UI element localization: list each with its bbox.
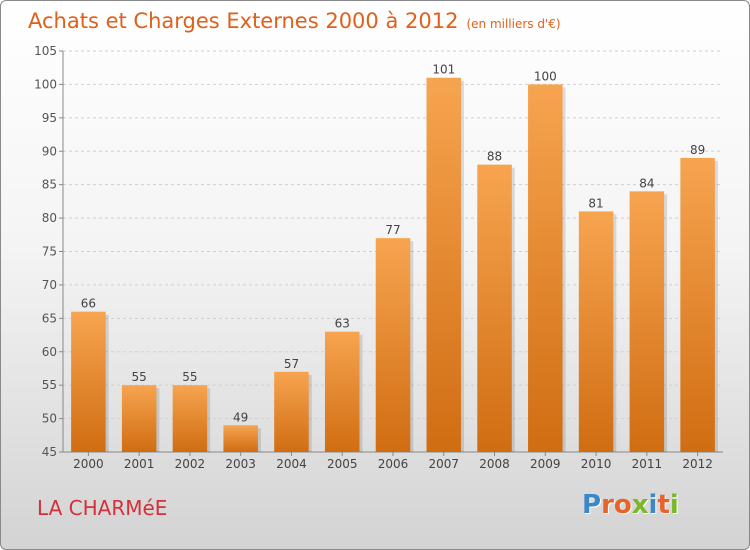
data-label: 57 bbox=[284, 357, 299, 371]
y-tick-label: 105 bbox=[34, 44, 57, 58]
bar-2000 bbox=[71, 311, 106, 452]
bar-2001 bbox=[121, 385, 157, 452]
y-tick-label: 80 bbox=[42, 211, 57, 225]
logo-letter: r bbox=[601, 490, 614, 520]
proxiti-logo[interactable]: Proxiti bbox=[582, 490, 679, 520]
x-tick-label: 2006 bbox=[378, 457, 409, 471]
x-tick-label: 2007 bbox=[428, 457, 459, 471]
logo-letter: i bbox=[648, 490, 658, 520]
y-tick-label: 45 bbox=[42, 445, 57, 459]
data-label: 81 bbox=[588, 196, 603, 210]
y-tick-label: 100 bbox=[34, 77, 57, 91]
y-tick-label: 55 bbox=[42, 378, 57, 392]
logo-letter: i bbox=[669, 490, 679, 520]
bar-2008 bbox=[477, 164, 512, 452]
x-tick-label: 2003 bbox=[225, 457, 256, 471]
y-tick-label: 50 bbox=[42, 412, 57, 426]
data-label: 100 bbox=[534, 69, 557, 83]
bar-2007 bbox=[426, 77, 462, 452]
x-tick-label: 2001 bbox=[124, 457, 155, 471]
bar-2010 bbox=[578, 211, 614, 452]
logo-letter: P bbox=[582, 490, 602, 520]
y-tick-label: 95 bbox=[42, 111, 57, 125]
bar-2002 bbox=[172, 385, 208, 452]
bar-2006 bbox=[375, 238, 411, 452]
bar-2011 bbox=[629, 191, 665, 452]
data-label: 55 bbox=[182, 370, 197, 384]
data-label: 55 bbox=[132, 370, 147, 384]
chart-title: Achats et Charges Externes 2000 à 2012 (e… bbox=[28, 9, 561, 33]
x-tick-label: 2009 bbox=[530, 457, 561, 471]
y-tick-label: 75 bbox=[42, 245, 57, 259]
logo-letter: t bbox=[657, 490, 670, 520]
bar-2004 bbox=[274, 371, 309, 452]
commune-name: LA CHARMéE bbox=[37, 496, 168, 520]
logo-letter: o bbox=[613, 490, 632, 520]
x-tick-label: 2010 bbox=[581, 457, 612, 471]
x-tick-label: 2008 bbox=[479, 457, 510, 471]
x-tick-label: 2002 bbox=[175, 457, 206, 471]
x-tick-label: 2011 bbox=[632, 457, 663, 471]
chart-unit: (en milliers d'€) bbox=[466, 17, 561, 31]
data-label: 63 bbox=[335, 317, 350, 331]
data-label: 66 bbox=[81, 297, 96, 311]
data-label: 84 bbox=[639, 176, 654, 190]
x-tick-label: 2005 bbox=[327, 457, 358, 471]
x-tick-label: 2004 bbox=[276, 457, 307, 471]
bar-2009 bbox=[528, 84, 563, 453]
y-tick-label: 70 bbox=[42, 278, 57, 292]
logo-letter: x bbox=[631, 490, 649, 520]
data-label: 77 bbox=[385, 223, 400, 237]
y-tick-label: 60 bbox=[42, 345, 57, 359]
y-tick-label: 65 bbox=[42, 311, 57, 325]
bar-2012 bbox=[680, 157, 715, 452]
y-tick-label: 90 bbox=[42, 144, 57, 158]
data-label: 101 bbox=[432, 63, 455, 77]
bar-2005 bbox=[324, 331, 360, 452]
data-label: 89 bbox=[690, 143, 705, 157]
data-label: 49 bbox=[233, 410, 248, 424]
bar-2003 bbox=[223, 425, 258, 452]
x-tick-label: 2012 bbox=[682, 457, 713, 471]
chart-title-text: Achats et Charges Externes 2000 à 2012 bbox=[28, 9, 459, 33]
x-tick-label: 2000 bbox=[73, 457, 104, 471]
data-label: 88 bbox=[487, 150, 502, 164]
y-tick-label: 85 bbox=[42, 178, 57, 192]
